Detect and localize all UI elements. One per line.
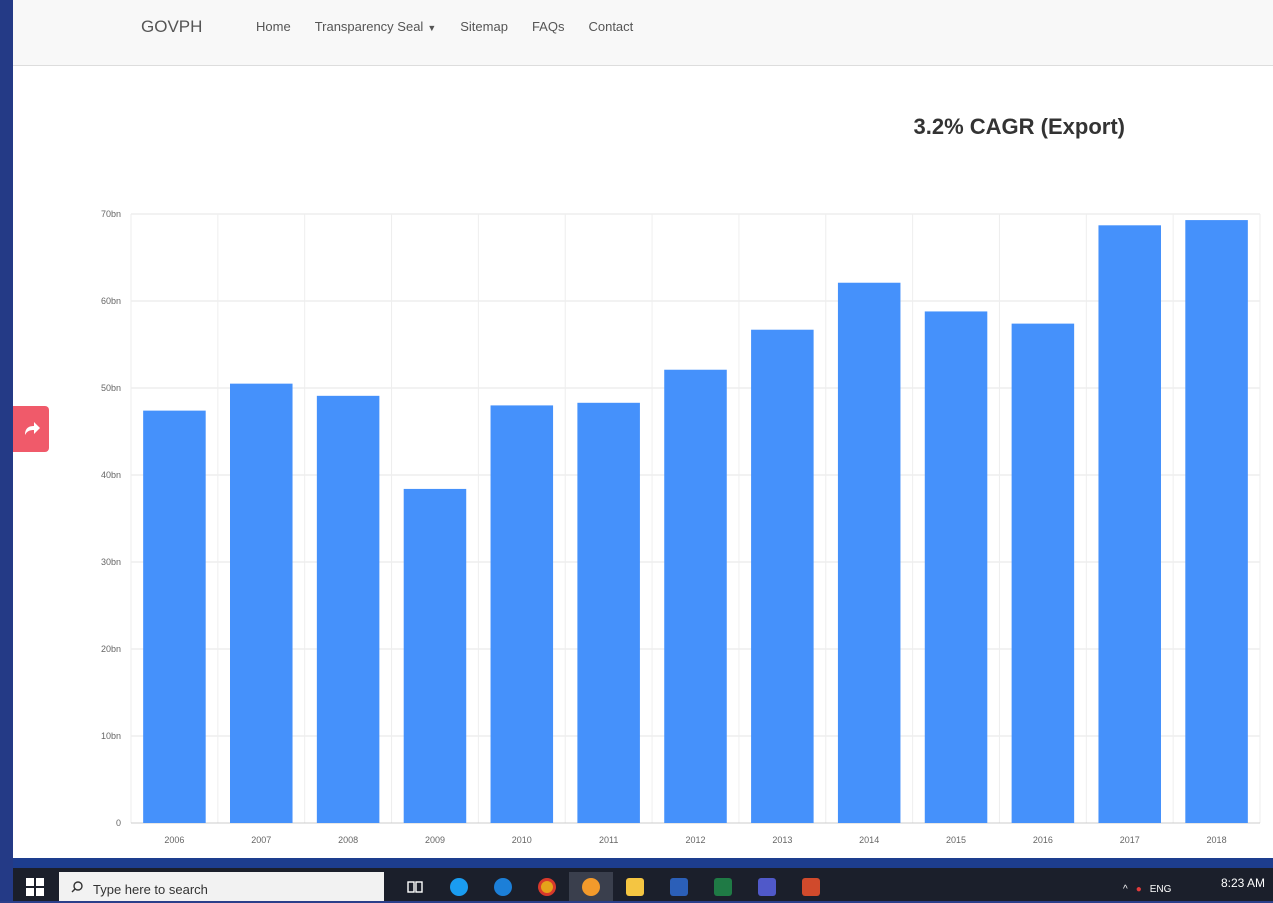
teams-icon[interactable] xyxy=(745,872,789,901)
y-tick-label: 70bn xyxy=(101,209,121,219)
bar-2016[interactable] xyxy=(1011,323,1075,823)
chart-title: 3.2% CAGR (Export) xyxy=(913,114,1125,139)
search-icon xyxy=(71,881,83,893)
bar-2018[interactable] xyxy=(1185,220,1248,824)
chevron-up-icon[interactable]: ^ xyxy=(1123,884,1128,895)
taskbar-app-icons xyxy=(393,872,833,901)
bar-chart: 0 10bn 20bn 30bn 40bn 50bn 60bn 70bn 2006 2007 200… xyxy=(101,209,1261,845)
y-tick-label: 50bn xyxy=(101,383,121,393)
share-arrow-icon xyxy=(25,422,40,435)
site-navbar: GOVPH Home Transparency Seal ▼ Sitemap FA… xyxy=(13,0,1273,66)
bar-2011[interactable] xyxy=(577,402,640,823)
bar-2014[interactable] xyxy=(837,282,901,824)
share-button[interactable] xyxy=(13,406,49,452)
taskbar-accent-strip xyxy=(13,858,1273,868)
x-tick-label: 2016 xyxy=(1033,835,1053,845)
search-placeholder: Type here to search xyxy=(93,882,208,897)
nav-home[interactable]: Home xyxy=(256,19,291,34)
x-tick-label: 2017 xyxy=(1120,835,1140,845)
bar-2013[interactable] xyxy=(751,329,814,823)
bar-2012[interactable] xyxy=(664,369,727,823)
y-tick-label: 40bn xyxy=(101,470,121,480)
nav-sitemap[interactable]: Sitemap xyxy=(460,19,508,34)
x-tick-label: 2011 xyxy=(599,835,618,845)
windows-start-icon[interactable] xyxy=(23,876,47,898)
x-tick-label: 2014 xyxy=(859,835,879,845)
bar-2009[interactable] xyxy=(403,488,467,823)
language-indicator[interactable]: ENG xyxy=(1149,884,1172,895)
y-tick-label: 0 xyxy=(116,818,121,828)
y-tick-label: 10bn xyxy=(101,731,121,741)
x-tick-label: 2015 xyxy=(946,835,966,845)
firefox-icon[interactable] xyxy=(569,872,613,901)
browser-viewport: GOVPH Home Transparency Seal ▼ Sitemap FA… xyxy=(13,0,1273,858)
nav-links: Home Transparency Seal ▼ Sitemap FAQs Con… xyxy=(244,19,645,34)
brand-link[interactable]: GOVPH xyxy=(141,17,203,36)
taskbar-clock[interactable]: 8:23 AM xyxy=(1221,876,1266,890)
bar-2008[interactable] xyxy=(316,395,380,823)
nav-contact[interactable]: Contact xyxy=(588,19,634,34)
bar-2015[interactable] xyxy=(924,311,988,823)
x-tick-label: 2012 xyxy=(685,835,705,845)
taskbar-search-box[interactable]: Type here to search xyxy=(59,872,384,901)
x-tick-label: 2013 xyxy=(772,835,792,845)
bar-2006[interactable] xyxy=(143,410,206,823)
x-tick-label: 2007 xyxy=(251,835,271,845)
x-tick-label: 2018 xyxy=(1207,835,1227,845)
word-icon[interactable] xyxy=(657,872,701,901)
x-tick-label: 2008 xyxy=(338,835,358,845)
skype-icon[interactable] xyxy=(437,872,481,901)
system-tray: ^ ● ENG xyxy=(1123,884,1171,895)
task-view-icon[interactable] xyxy=(393,872,437,901)
chrome-icon[interactable] xyxy=(525,872,569,901)
y-tick-label: 60bn xyxy=(101,296,121,306)
x-tick-label: 2009 xyxy=(425,835,445,845)
bar-2007[interactable] xyxy=(230,383,293,823)
windows-taskbar: Type here to search ^ ● ENG 8:23 AM xyxy=(13,858,1273,901)
y-tick-label: 20bn xyxy=(101,644,121,654)
file-explorer-icon[interactable] xyxy=(613,872,657,901)
nav-faqs[interactable]: FAQs xyxy=(531,19,565,34)
powerpoint-icon[interactable] xyxy=(789,872,833,901)
y-tick-label: 30bn xyxy=(101,557,121,567)
excel-icon[interactable] xyxy=(701,872,745,901)
bar-2017[interactable] xyxy=(1098,225,1161,823)
x-tick-label: 2006 xyxy=(164,835,184,845)
x-tick-label: 2010 xyxy=(512,835,532,845)
tray-app-icon[interactable]: ● xyxy=(1135,884,1142,895)
desktop-frame xyxy=(0,0,13,901)
caret-down-icon: ▼ xyxy=(427,23,437,33)
edge-icon[interactable] xyxy=(481,872,525,901)
nav-transparency-seal[interactable]: Transparency Seal ▼ xyxy=(303,19,449,34)
nav-transparency-seal-label: Transparency Seal xyxy=(314,19,424,34)
bar-2010[interactable] xyxy=(490,405,554,823)
